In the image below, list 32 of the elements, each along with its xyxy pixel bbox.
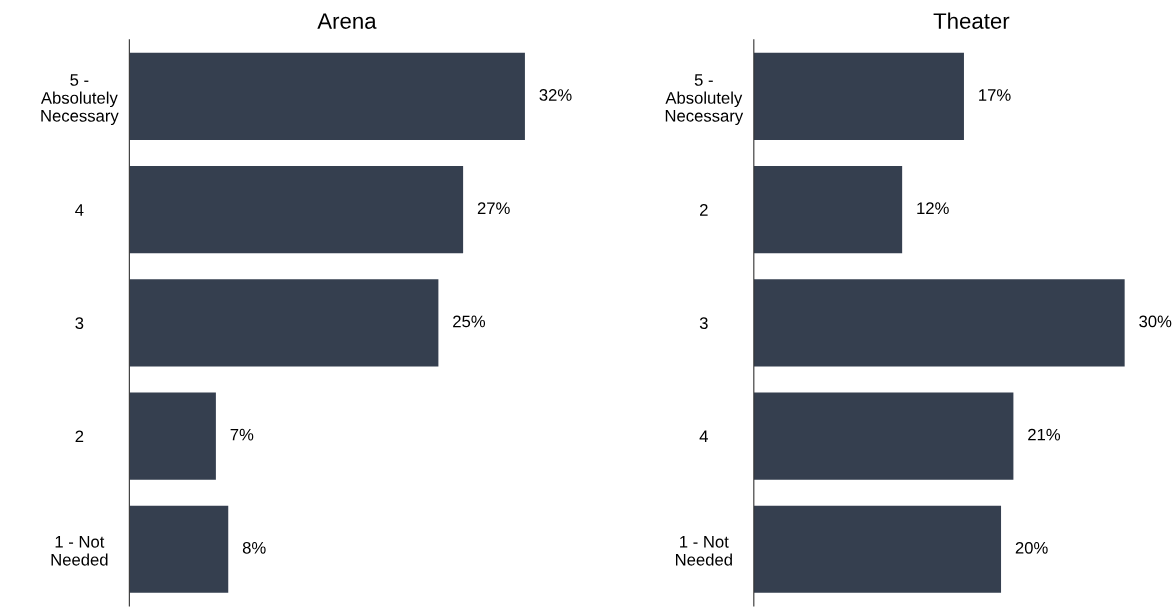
y-tick-label: 4 <box>699 430 708 443</box>
bar <box>129 392 216 480</box>
data-label: 20% <box>1015 541 1048 554</box>
bar <box>753 166 903 254</box>
y-tick-label: 1 - Not Needed <box>51 536 108 566</box>
y-tick-label: 5 - Absolutely Necessary <box>40 74 119 126</box>
y-tick-label: 5 - Absolutely Necessary <box>665 74 744 126</box>
bar <box>129 166 464 254</box>
data-label: 30% <box>1139 315 1172 328</box>
chart-title: Theater <box>933 12 1010 29</box>
y-tick-label: 2 <box>700 204 708 216</box>
bar <box>753 392 1014 480</box>
y-tick-label: 3 <box>699 317 708 330</box>
data-label: 7% <box>230 428 254 441</box>
data-label: 32% <box>539 89 572 101</box>
data-label: 21% <box>1028 428 1061 441</box>
y-tick-label: 4 <box>75 204 84 216</box>
data-label: 17% <box>979 89 1011 101</box>
data-label: 12% <box>917 202 949 215</box>
bar <box>129 279 439 367</box>
bar <box>129 52 525 140</box>
bar <box>129 505 229 593</box>
data-label: 27% <box>477 202 510 215</box>
data-label: 8% <box>242 541 266 554</box>
bar <box>753 52 964 140</box>
y-tick-label: 2 <box>75 430 84 443</box>
bar <box>753 279 1125 367</box>
data-label: 25% <box>453 315 486 328</box>
bar <box>753 505 1002 593</box>
y-tick-label: 1 - Not Needed <box>675 536 732 566</box>
chart-title: Arena <box>317 13 377 29</box>
y-tick-label: 3 <box>75 317 84 330</box>
